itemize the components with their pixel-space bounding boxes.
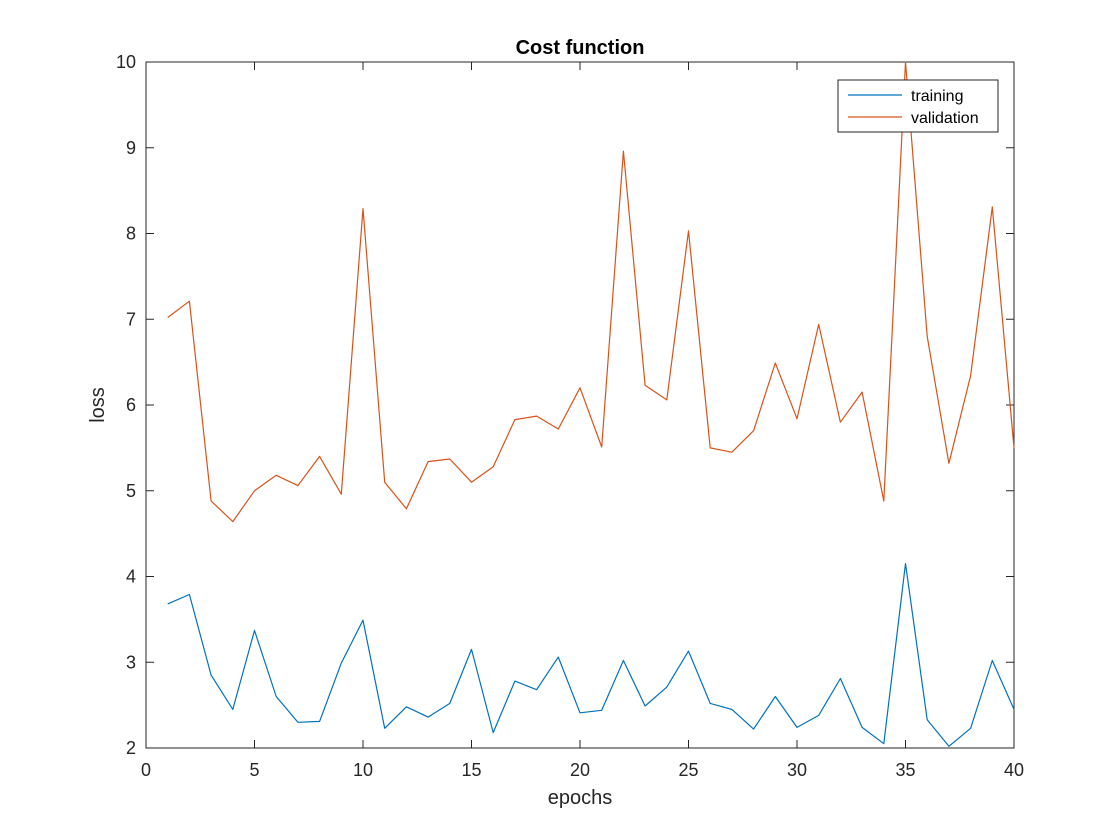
x-tick-label: 10	[353, 760, 373, 780]
y-tick-label: 5	[126, 481, 136, 501]
y-tick-label: 10	[116, 52, 136, 72]
y-tick-label: 9	[126, 138, 136, 158]
plot-area: 0 5 10 15 20 25 30 35 40 2 3 4 5 6 7 8 9 10	[116, 52, 1024, 780]
x-tick-label: 40	[1004, 760, 1024, 780]
legend-label-validation: validation	[911, 110, 979, 127]
y-tick-label: 2	[126, 738, 136, 758]
x-tick-label: 30	[787, 760, 807, 780]
y-tick-label: 6	[126, 395, 136, 415]
series-line-validation	[167, 61, 1015, 523]
series-line-training	[167, 562, 1015, 747]
legend-box	[837, 79, 999, 133]
y-tick-label: 7	[126, 309, 136, 329]
y-axis-label: loss	[87, 387, 109, 423]
x-tick-label: 5	[249, 760, 259, 780]
chart-title: Cost function	[516, 37, 645, 59]
legend-label-training: training	[911, 88, 963, 105]
y-tick-label: 8	[126, 224, 136, 244]
x-tick-label: 35	[895, 760, 915, 780]
y-tick-label: 3	[126, 652, 136, 672]
x-tick-label: 20	[570, 760, 590, 780]
x-axis-label: epochs	[548, 787, 613, 809]
x-tick-label: 0	[141, 760, 151, 780]
y-tick-label: 4	[126, 567, 136, 587]
x-tick-label: 15	[461, 760, 481, 780]
x-tick-label: 25	[678, 760, 698, 780]
legend: training validation	[837, 79, 999, 133]
